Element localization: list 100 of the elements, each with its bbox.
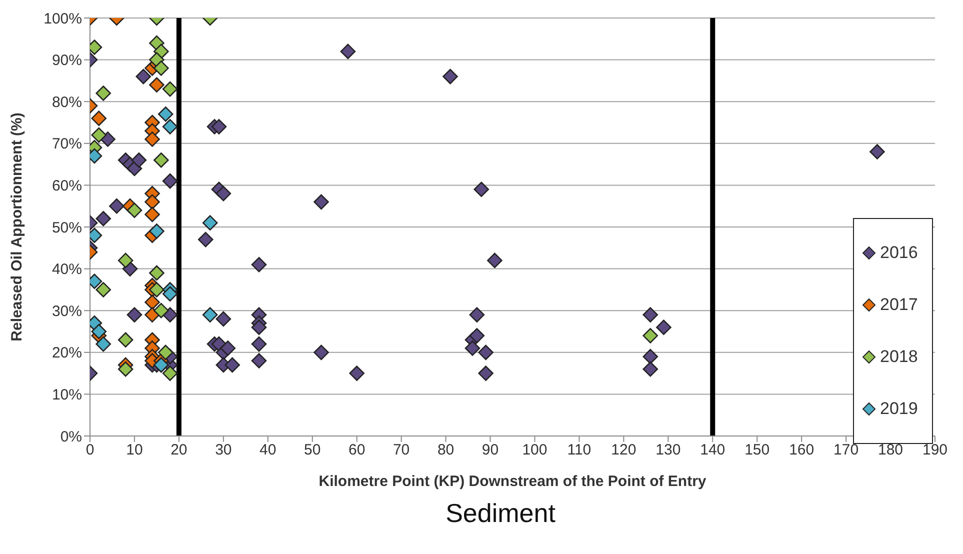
point — [251, 256, 267, 272]
y-tick-label: 20% — [52, 344, 82, 362]
point — [474, 182, 490, 198]
x-tick-label: 150 — [744, 442, 770, 459]
point — [96, 282, 111, 298]
point — [642, 348, 658, 364]
point — [487, 252, 502, 268]
point — [216, 186, 232, 202]
x-tick-label: 170 — [834, 442, 859, 459]
x-tick-label: 70 — [392, 442, 410, 459]
y-tick-label: 100% — [44, 10, 82, 28]
point — [154, 60, 169, 76]
point — [220, 340, 236, 356]
point — [118, 361, 134, 377]
point — [162, 366, 178, 381]
point — [144, 294, 160, 310]
x-tick-label: 50 — [304, 442, 321, 459]
x-tick-label: 80 — [437, 442, 454, 459]
point — [349, 366, 364, 381]
text: Sediment — [444, 498, 556, 529]
legend-label: 2019 — [880, 399, 918, 419]
legend-label: 2016 — [880, 243, 918, 263]
point — [870, 144, 885, 160]
point — [91, 127, 107, 143]
y-tick-label: 90% — [52, 52, 82, 70]
point — [202, 307, 218, 322]
point — [126, 307, 142, 322]
x-tick-label: 40 — [260, 442, 276, 459]
point — [149, 282, 164, 298]
point — [126, 202, 142, 218]
x-tick-label: 0 — [86, 442, 94, 459]
y-tick-label: 50% — [52, 219, 82, 236]
x-tick-label: 130 — [656, 442, 681, 459]
point — [642, 307, 658, 322]
legend-label: 2018 — [880, 347, 918, 367]
point — [144, 132, 160, 147]
point — [131, 152, 147, 168]
point — [162, 81, 178, 97]
point — [162, 286, 178, 302]
x-tick-label: 20 — [170, 442, 188, 459]
point — [96, 336, 111, 352]
x-axis-title: Kilometre Point (KP) Downstream of the Point of Entry — [318, 473, 707, 490]
x-tick-label: 60 — [348, 442, 366, 459]
point — [224, 357, 240, 373]
point — [149, 224, 164, 239]
point — [136, 68, 152, 84]
y-tick-label: 60% — [52, 178, 82, 195]
legend-label: 2017 — [880, 295, 918, 315]
point — [154, 302, 169, 318]
point — [251, 336, 267, 352]
point — [109, 198, 124, 214]
x-tick-label: 160 — [789, 442, 814, 459]
point — [202, 215, 218, 230]
point — [118, 252, 134, 268]
x-tick-label: 120 — [611, 442, 636, 459]
point — [158, 106, 174, 122]
point — [314, 194, 329, 210]
point — [642, 328, 658, 344]
point — [96, 210, 111, 226]
point — [198, 232, 214, 248]
point — [144, 206, 160, 222]
point — [442, 68, 458, 84]
y-tick-label: 70% — [52, 136, 82, 153]
x-tick-label: 190 — [922, 442, 948, 459]
x-tick-label: 90 — [482, 442, 499, 459]
point — [162, 119, 178, 134]
point — [162, 173, 178, 189]
point — [154, 152, 169, 168]
point — [118, 332, 134, 348]
point — [211, 119, 227, 134]
point — [91, 110, 107, 126]
point — [96, 86, 111, 101]
x-tick-label: 110 — [567, 442, 592, 459]
x-tick-label: 10 — [126, 442, 143, 459]
point — [478, 366, 494, 381]
point — [216, 311, 232, 327]
x-tick-label: 180 — [878, 442, 904, 459]
point — [149, 265, 164, 281]
point — [144, 194, 160, 210]
y-tick-label: 10% — [52, 386, 82, 404]
y-tick-label: 40% — [52, 261, 82, 278]
y-tick-label: 80% — [52, 94, 82, 111]
y-tick-label: 30% — [52, 302, 82, 320]
point — [340, 44, 356, 60]
y-axis-title: Released Oil Apportionment (%) — [8, 112, 26, 342]
point — [158, 344, 174, 360]
x-tick-label: 100 — [522, 442, 548, 459]
x-tick-label: 140 — [700, 442, 726, 459]
point — [464, 340, 480, 356]
point — [642, 361, 658, 377]
point — [149, 77, 164, 93]
point — [478, 344, 494, 360]
point — [469, 307, 485, 322]
point — [656, 320, 672, 335]
point — [251, 320, 267, 335]
point — [91, 324, 107, 340]
point — [469, 328, 485, 344]
point — [251, 353, 267, 368]
x-tick-label: 30 — [215, 442, 232, 459]
point — [314, 344, 329, 360]
